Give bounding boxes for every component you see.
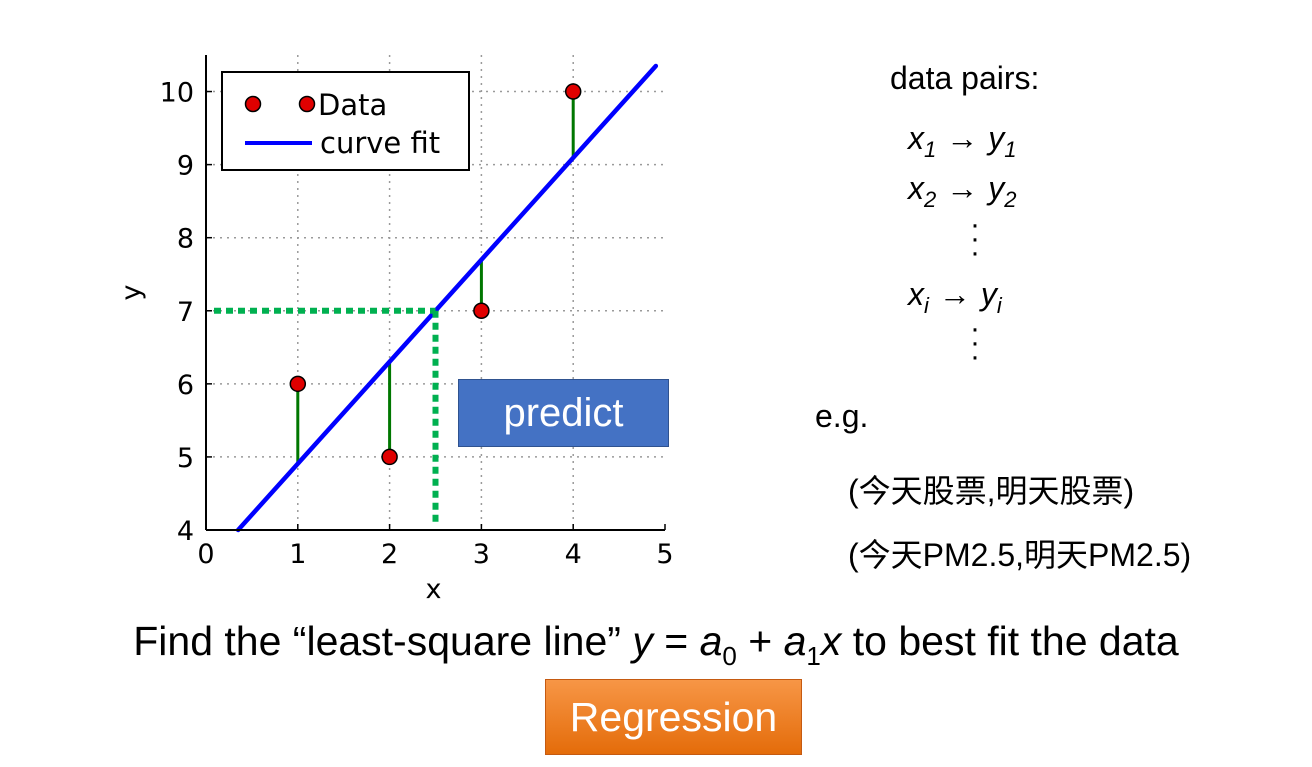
arrow-icon: → [946, 170, 979, 206]
legend-box [221, 71, 470, 171]
y-tick-label: 10 [160, 78, 194, 109]
pair-x-sub: 2 [924, 187, 937, 212]
y-tick-label: 4 [177, 516, 194, 547]
predict-label: predict [503, 390, 624, 435]
formula-y: y [632, 618, 653, 664]
formula-x: x [820, 618, 842, 664]
residual-lines [296, 91, 575, 464]
pair-y-sub: 1 [1004, 137, 1017, 162]
pair-y-sub: 2 [1004, 187, 1017, 212]
chart-axes [205, 55, 666, 531]
legend-label-fit: curve fit [320, 126, 440, 160]
pair-x-sub: 1 [924, 137, 937, 162]
y-tick-label: 7 [177, 297, 194, 328]
arrow-icon: → [946, 120, 979, 156]
tick-labels: 0 1 2 3 4 5 4 5 6 7 8 9 10 x y [116, 78, 674, 605]
fit-line [235, 63, 659, 533]
x-axis-label: x [426, 574, 442, 605]
formula-a1: a [783, 618, 807, 664]
data-point [289, 375, 307, 393]
pair-row-i: xi → yi [908, 276, 1002, 319]
data-point [473, 302, 490, 320]
vertical-ellipsis-icon: · · · [970, 312, 980, 373]
x-tick-label: 5 [656, 539, 673, 570]
formula-text: Find the “least-square line” [133, 618, 633, 664]
regression-chart: 0 1 2 3 4 5 4 5 6 7 8 9 10 x y Data curve fit [116, 55, 674, 605]
legend-marker-data [298, 95, 316, 113]
formula-tail: to best fit the data [841, 618, 1179, 664]
pair-y: y [988, 120, 1005, 156]
pair-x-sub: i [924, 293, 929, 318]
formula-plus: + [736, 618, 784, 664]
data-pairs-title: data pairs: [890, 60, 1040, 96]
formula-equals: = [652, 618, 700, 664]
x-tick-label: 2 [381, 539, 398, 570]
x-tick-label: 3 [473, 539, 490, 570]
example-line-2: (今天PM2.5,明天PM2.5) [848, 537, 1192, 573]
curve-fit-line [235, 63, 659, 533]
x-tick-label: 0 [197, 539, 214, 570]
vertical-ellipsis-icon: · · · [970, 208, 980, 269]
formula-a0-sub: 0 [722, 641, 737, 671]
regression-label-box: Regression [545, 679, 802, 755]
data-points [289, 83, 582, 466]
formula-a1-sub: 1 [806, 641, 821, 671]
formula-a0: a [699, 618, 723, 664]
data-point [381, 448, 398, 466]
arrow-icon: → [938, 276, 971, 312]
y-tick-label: 6 [177, 370, 194, 401]
y-tick-label: 5 [177, 443, 194, 474]
pair-y: y [988, 170, 1005, 206]
example-label: e.g. [815, 398, 869, 434]
least-square-formula: Find the “least-square line” y = a0 + a1… [0, 618, 1312, 672]
y-tick-label: 9 [177, 151, 194, 182]
x-tick-label: 1 [289, 539, 306, 570]
pair-y-sub: i [996, 293, 1002, 318]
pair-x: x [908, 276, 924, 312]
pair-row-1: x1 → y1 [908, 120, 1017, 163]
regression-label: Regression [569, 693, 778, 740]
prediction-guides [214, 307, 439, 522]
pair-x: x [908, 120, 924, 156]
y-axis-label: y [116, 284, 147, 300]
example-line-1: (今天股票,明天股票) [848, 473, 1135, 509]
pair-row-2: x2 → y2 [908, 170, 1017, 213]
y-tick-label: 8 [177, 224, 194, 255]
pair-x: x [908, 170, 924, 206]
x-tick-label: 4 [565, 539, 582, 570]
chart-legend: Data curve fit [221, 71, 470, 171]
pair-y: y [980, 276, 997, 312]
legend-label-data: Data [318, 88, 387, 122]
predict-label-box: predict [458, 379, 669, 447]
legend-marker-data [244, 95, 262, 113]
data-point [564, 83, 582, 100]
